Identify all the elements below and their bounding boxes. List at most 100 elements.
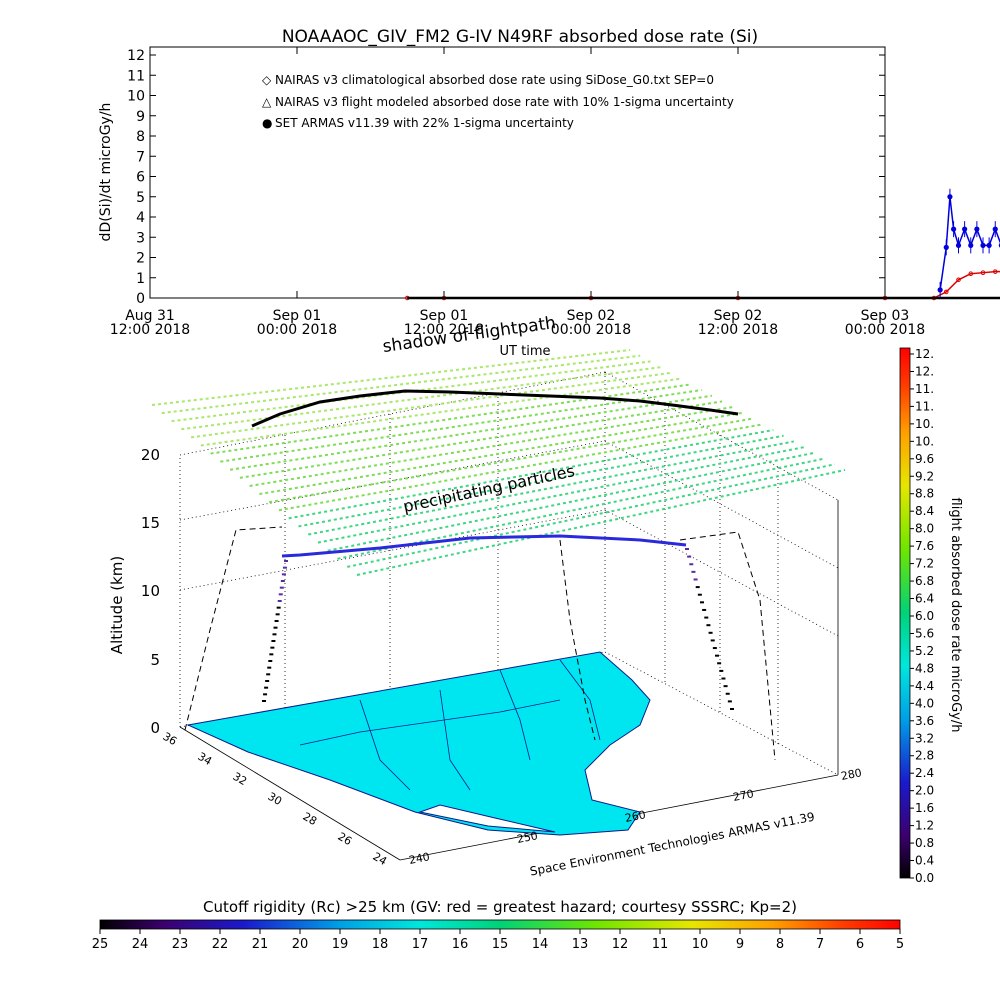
profile-dot [702,608,707,611]
legend-marker: ◇ [262,73,272,87]
legend: ◇ NAIRAS v3 climatological absorbed dose… [262,73,734,130]
flight-profile-dashed [184,526,283,731]
latitude-tick-label: 24 [370,850,389,868]
profile-dot [715,654,719,657]
longitude-tick-label: 260 [624,808,647,825]
dose-timeseries-panel: NOAAAOC_GIV_FM2 G-IV N49RF absorbed dose… [98,27,1000,338]
longitude-tick-label: 280 [840,766,863,783]
colorbar-tick-label: 9 [736,937,744,952]
shadow-line [356,469,846,576]
profile-dot [687,555,692,558]
longitude-tick-label: 250 [516,829,539,846]
legend-marker: △ [262,95,272,109]
colorbar-tick-label: 15 [492,937,509,952]
colorbar-tick-label: 10. [915,434,934,448]
x-tick-label: 00:00 2018 [257,322,337,338]
profile-dot [721,677,726,680]
shadow-line [181,366,661,431]
x-tick-label: Sep 01 [420,308,469,324]
altitude-tick-label: 0 [150,719,160,737]
profile-dot [277,600,282,602]
profile-dot [272,633,277,636]
3d-box [179,371,839,861]
profile-dot [266,673,271,676]
shadow-line [268,417,754,504]
colorbar-tick-label: 11 [652,937,669,952]
y-tick-label: 2 [136,251,145,267]
profile-dot [276,606,281,609]
colorbar-tick-label: 3.6 [915,714,934,728]
profile-dot [278,593,283,596]
profile-dot [695,586,700,589]
colorbar-tick-label: 11. [915,382,934,396]
legend-item: ● SET ARMAS v11.39 with 22% 1-sigma unce… [262,116,574,130]
shadow-line [190,371,672,439]
colorbar-tick-label: 6.8 [915,574,934,588]
colorbar-tick-label: 24 [132,937,149,952]
legend-item: ◇ NAIRAS v3 climatological absorbed dose… [262,73,714,87]
flight-profile-dashed [559,539,596,741]
colorbar-tick-label: 20 [292,937,309,952]
colorbar-tick-label: 25 [92,937,109,952]
colorbar-tick-label: 2.0 [915,784,934,798]
longitude-axis: 240 250 260 270 280 [408,766,863,867]
profile-dot [282,566,287,569]
colorbar-tick-label: 12 [612,937,629,952]
data-point [968,271,974,277]
x-tick-label: Sep 02 [567,308,616,324]
profile-dot [719,669,724,672]
colorbar-tick-label: 7.2 [915,557,934,571]
data-point [951,226,957,232]
data-point [992,226,998,232]
colorbar-label: Cutoff rigidity (Rc) >25 km (GV: red = g… [203,898,797,916]
profile-dot [270,646,275,649]
colorbar-tick-label: 0.8 [915,836,934,850]
profile-dot [704,616,709,619]
dose-colorbar: 0.0 0.4 0.8 1.2 1.6 2.0 2.4 2.8 3.2 3.6 4.0 4.4 4.8 5… [899,347,963,885]
profile-dot [706,624,711,627]
profile-dot [691,570,696,573]
data-point [992,269,998,274]
colorbar-tick-label: 7 [816,937,824,952]
altitude-axis-label: Altitude (km) [108,556,126,654]
x-axis-label: UT time [500,344,551,359]
colorbar-tick-label: 4.4 [915,679,934,693]
profile-dot [264,686,269,689]
colorbar-tick-label: 23 [172,937,189,952]
profile-dot [274,620,279,622]
profile-dot [712,647,717,650]
series-layer [404,188,1000,301]
colorbar-tick-label: 6 [856,937,864,952]
colorbar-ticks: 0.0 0.4 0.8 1.2 1.6 2.0 2.4 2.8 3.2 3.6 4.0 4.4 4.8 5… [910,347,934,885]
profile-dot [723,685,728,688]
colorbar-tick-label: 4.8 [915,661,934,675]
colorbar-tick-label: 19 [332,937,349,952]
profile-dot [280,580,285,582]
colorbar-tick-label: 18 [372,937,389,952]
x-tick-label: 12:00 2018 [404,322,484,338]
altitude-tick-label: 15 [141,514,160,532]
y-tick-label: 0 [136,291,145,307]
profile-dot [700,601,704,604]
profile-dot [281,573,286,576]
colorbar-tick-label: 9.6 [915,452,934,466]
altitude-tick-label: 20 [141,446,160,464]
flight-track-high [281,534,687,558]
colorbar-tick-label: 8.0 [915,522,934,536]
y-tick-label: 8 [136,129,145,145]
colorbar-tick-label: 5 [896,937,904,952]
x-tick-label: 12:00 2018 [110,322,190,338]
data-point [962,226,968,232]
colorbar-gradient [899,347,911,879]
y-tick-label: 9 [136,109,145,125]
data-point [986,242,992,248]
shadow-line [161,354,641,415]
colorbar-tick-label: 6.4 [915,592,934,606]
x-tick-label: 00:00 2018 [551,322,631,338]
profile-dot [268,660,273,662]
profile-dot [710,639,715,642]
profile-dot [725,692,730,695]
shadow-plane [151,349,846,576]
